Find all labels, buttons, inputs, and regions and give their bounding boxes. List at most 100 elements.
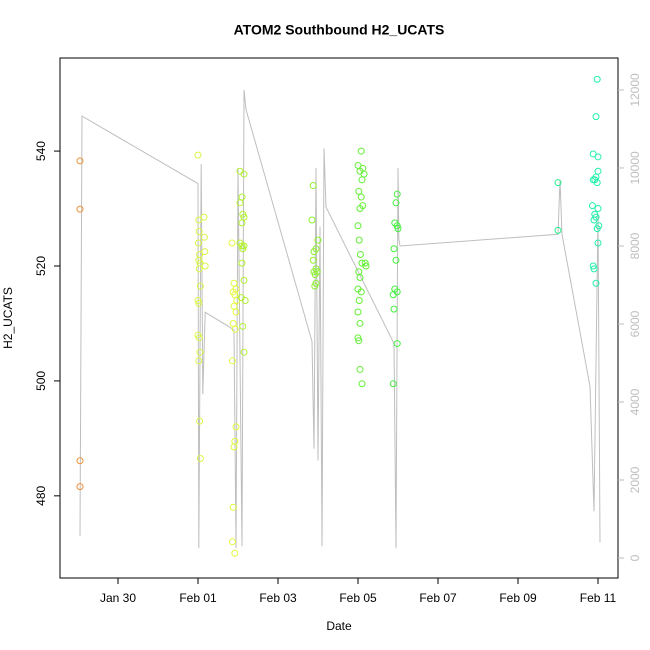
point bbox=[236, 199, 244, 207]
point bbox=[314, 236, 322, 244]
x-tick-label: Feb 03 bbox=[259, 591, 297, 605]
y-tick-label: 480 bbox=[34, 486, 48, 506]
plot-frame bbox=[59, 57, 619, 579]
point bbox=[358, 380, 366, 388]
point bbox=[355, 187, 363, 195]
point bbox=[356, 273, 364, 281]
point bbox=[392, 256, 400, 264]
x-tick-label: Feb 05 bbox=[339, 591, 377, 605]
point bbox=[238, 242, 246, 250]
point bbox=[228, 239, 236, 247]
point bbox=[310, 248, 318, 256]
point bbox=[355, 236, 363, 244]
point bbox=[238, 259, 246, 267]
point bbox=[196, 454, 204, 462]
point bbox=[230, 443, 238, 451]
point bbox=[393, 340, 401, 348]
point bbox=[76, 157, 84, 165]
point bbox=[592, 279, 600, 287]
chart-title: ATOM2 Southbound H2_UCATS bbox=[234, 22, 445, 38]
point bbox=[588, 202, 596, 210]
point bbox=[589, 262, 597, 270]
point bbox=[228, 357, 236, 365]
point bbox=[362, 262, 370, 270]
y-tick-label: 520 bbox=[34, 256, 48, 276]
point bbox=[594, 205, 602, 213]
y2-tick-label: 4000 bbox=[628, 388, 642, 415]
point bbox=[229, 503, 237, 511]
point bbox=[194, 239, 202, 247]
point bbox=[592, 113, 600, 121]
y2-tick-label: 2000 bbox=[628, 466, 642, 493]
point bbox=[357, 147, 365, 155]
point bbox=[311, 282, 319, 290]
point bbox=[357, 288, 365, 296]
point bbox=[356, 365, 364, 373]
point bbox=[195, 216, 203, 224]
y2-tick-label: 12000 bbox=[628, 73, 642, 107]
point bbox=[240, 170, 248, 178]
point bbox=[594, 239, 602, 247]
point bbox=[196, 417, 204, 425]
point bbox=[201, 262, 209, 270]
point bbox=[390, 305, 398, 313]
point bbox=[590, 265, 598, 273]
point bbox=[360, 170, 368, 178]
point bbox=[390, 245, 398, 253]
point bbox=[232, 423, 240, 431]
point bbox=[309, 256, 317, 264]
point bbox=[231, 325, 239, 333]
point bbox=[357, 193, 365, 201]
point bbox=[594, 153, 602, 161]
point bbox=[195, 334, 203, 342]
y2-tick-label: 10000 bbox=[628, 151, 642, 185]
point bbox=[76, 457, 84, 465]
point bbox=[241, 296, 249, 304]
point bbox=[194, 296, 202, 304]
point bbox=[389, 291, 397, 299]
point bbox=[593, 75, 601, 83]
point bbox=[194, 151, 202, 159]
point bbox=[240, 348, 248, 356]
point bbox=[201, 248, 209, 256]
point bbox=[200, 233, 208, 241]
point bbox=[195, 357, 203, 365]
x-tick-label: Feb 11 bbox=[580, 591, 617, 605]
point bbox=[238, 219, 246, 227]
point bbox=[196, 348, 204, 356]
point bbox=[356, 319, 364, 327]
x-tick-label: Feb 09 bbox=[499, 591, 537, 605]
altitude-line bbox=[79, 89, 601, 549]
point bbox=[361, 259, 369, 267]
point bbox=[355, 296, 363, 304]
point bbox=[393, 190, 401, 198]
point bbox=[355, 337, 363, 345]
point bbox=[195, 228, 203, 236]
y-tick-label: 540 bbox=[34, 141, 48, 161]
y2-tick-label: 8000 bbox=[628, 232, 642, 259]
x-axis-label: Date bbox=[326, 619, 352, 633]
point bbox=[195, 265, 203, 273]
point bbox=[311, 271, 319, 279]
point bbox=[359, 202, 367, 210]
point bbox=[76, 483, 84, 491]
y-axis-label: H2_UCATS bbox=[1, 287, 15, 349]
point bbox=[76, 205, 84, 213]
point bbox=[240, 276, 248, 284]
point bbox=[354, 222, 362, 230]
point bbox=[195, 299, 203, 307]
point bbox=[554, 179, 562, 187]
y-tick-label: 500 bbox=[34, 371, 48, 391]
point bbox=[593, 179, 601, 187]
point bbox=[590, 216, 598, 224]
point bbox=[196, 282, 204, 290]
point bbox=[392, 199, 400, 207]
x-tick-label: Feb 01 bbox=[179, 591, 217, 605]
point bbox=[308, 216, 316, 224]
x-tick-label: Feb 07 bbox=[419, 591, 457, 605]
y2-tick-label: 6000 bbox=[628, 310, 642, 337]
y2-tick-label: 0 bbox=[628, 554, 642, 561]
point bbox=[554, 226, 562, 234]
